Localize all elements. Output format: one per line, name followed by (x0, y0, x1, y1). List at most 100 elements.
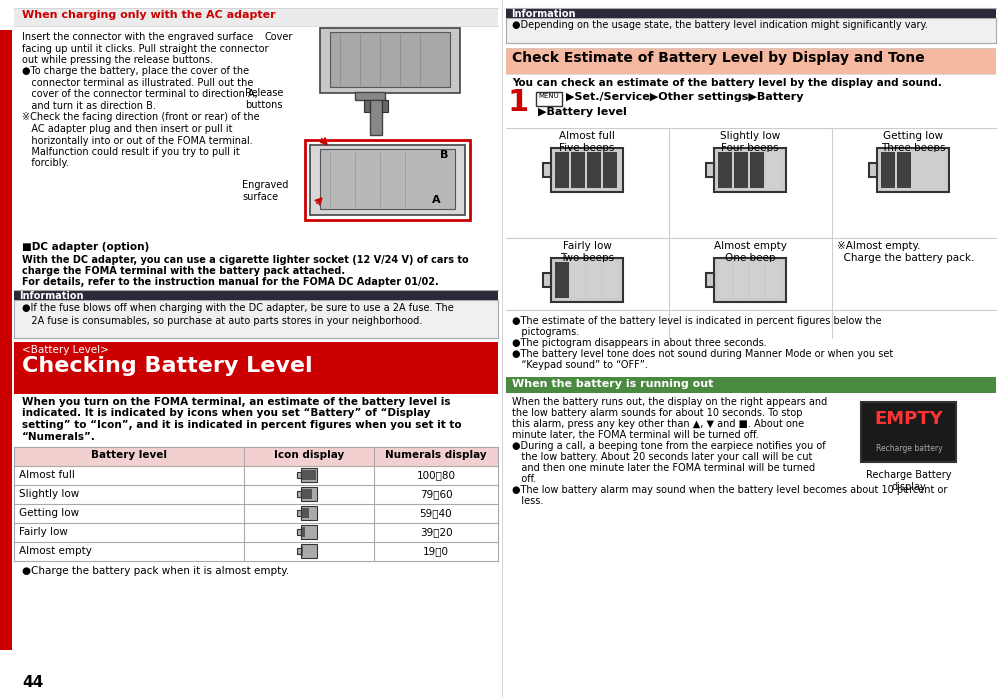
Text: ■DC adapter (option): ■DC adapter (option) (22, 242, 149, 252)
Text: pictograms.: pictograms. (512, 327, 579, 337)
Bar (14, 485, 497, 504)
Text: MENU: MENU (538, 93, 559, 99)
Text: ▶Set./Service▶Other settings▶Battery: ▶Set./Service▶Other settings▶Battery (566, 92, 802, 102)
Bar (717, 152, 731, 188)
Bar (305, 140, 469, 220)
Bar (543, 163, 551, 177)
Text: ※Almost empty.
  Charge the battery pack.: ※Almost empty. Charge the battery pack. (837, 241, 973, 263)
Text: Fairly low: Fairly low (19, 527, 68, 537)
Bar (877, 148, 948, 192)
Bar (587, 152, 601, 188)
Bar (14, 342, 497, 394)
Text: Numerals display: Numerals display (385, 450, 486, 460)
Bar (14, 300, 497, 338)
Bar (861, 402, 955, 462)
Bar (320, 149, 454, 209)
Text: Before Using the Handset: Before Using the Handset (1, 275, 10, 406)
Bar (301, 544, 317, 558)
Bar (713, 258, 785, 302)
Bar (765, 152, 779, 188)
Bar (297, 491, 301, 497)
Text: Release
buttons: Release buttons (245, 88, 283, 110)
Bar (0, 30, 12, 650)
Bar (603, 262, 617, 298)
Text: Getting low: Getting low (19, 508, 79, 518)
Bar (355, 92, 384, 100)
Text: Almost empty
One beep: Almost empty One beep (713, 241, 785, 263)
Text: charge the FOMA terminal with the battery pack attached.: charge the FOMA terminal with the batter… (22, 266, 345, 276)
Text: forcibly.: forcibly. (22, 158, 69, 169)
Bar (733, 152, 747, 188)
Bar (705, 163, 713, 177)
Text: Checking Battery Level: Checking Battery Level (22, 356, 312, 376)
Text: 100～80: 100～80 (416, 470, 455, 480)
Text: ●During a call, a beeping tone from the earpiece notifies you of: ●During a call, a beeping tone from the … (512, 441, 824, 451)
Bar (571, 262, 585, 298)
Text: You can check an estimate of the battery level by the display and sound.: You can check an estimate of the battery… (512, 78, 941, 88)
Text: cover of the connector terminal to direction A,: cover of the connector terminal to direc… (22, 89, 258, 100)
Text: Malfunction could result if you try to pull it: Malfunction could result if you try to p… (22, 147, 240, 157)
Bar (536, 92, 562, 106)
Bar (302, 508, 309, 518)
Text: Almost full
Five beeps: Almost full Five beeps (559, 131, 614, 153)
Text: <Battery Level>: <Battery Level> (22, 345, 108, 355)
Bar (302, 470, 316, 480)
Text: Check Estimate of Battery Level by Display and Tone: Check Estimate of Battery Level by Displ… (512, 51, 924, 65)
Bar (14, 290, 497, 300)
Text: ●To charge the battery, place the cover of the: ●To charge the battery, place the cover … (22, 66, 249, 77)
Text: Insert the connector with the engraved surface: Insert the connector with the engraved s… (22, 32, 253, 42)
Text: less.: less. (512, 496, 543, 506)
Text: connector terminal as illustrated. Pull out the: connector terminal as illustrated. Pull … (22, 78, 253, 88)
Bar (301, 506, 317, 520)
Bar (765, 262, 779, 298)
Text: 44: 44 (22, 675, 43, 690)
Text: 39～20: 39～20 (419, 527, 452, 537)
Bar (543, 273, 551, 287)
Text: ●Depending on the usage state, the battery level indication might significantly : ●Depending on the usage state, the batte… (512, 20, 927, 30)
Text: and turn it as direction B.: and turn it as direction B. (22, 101, 155, 111)
Text: and then one minute later the FOMA terminal will be turned: and then one minute later the FOMA termi… (512, 463, 814, 473)
Bar (749, 262, 763, 298)
Bar (506, 48, 995, 74)
Text: ●If the fuse blows off when charging with the DC adapter, be sure to use a 2A fu: ●If the fuse blows off when charging wit… (22, 303, 453, 313)
Bar (587, 262, 601, 298)
Text: When the battery is running out: When the battery is running out (512, 379, 713, 389)
Text: Almost full: Almost full (19, 470, 75, 480)
Bar (301, 487, 317, 501)
Text: setting” to “Icon”, and it is indicated in percent figures when you set it to: setting” to “Icon”, and it is indicated … (22, 420, 461, 430)
Text: 59～40: 59～40 (419, 508, 452, 518)
Bar (571, 152, 585, 188)
Bar (506, 377, 995, 393)
Text: Getting low
Three beeps: Getting low Three beeps (880, 131, 944, 153)
Text: Information: Information (19, 291, 83, 301)
Bar (869, 163, 877, 177)
Bar (506, 18, 995, 43)
Text: this alarm, press any key other than ▲, ▼ and ■. About one: this alarm, press any key other than ▲, … (512, 419, 803, 429)
Bar (302, 489, 312, 499)
Bar (297, 472, 301, 478)
Text: 19～0: 19～0 (422, 546, 448, 556)
Bar (14, 8, 497, 26)
Text: minute later, the FOMA terminal will be turned off.: minute later, the FOMA terminal will be … (512, 430, 758, 440)
Text: Battery level: Battery level (91, 450, 166, 460)
Text: When you turn on the FOMA terminal, an estimate of the battery level is: When you turn on the FOMA terminal, an e… (22, 397, 450, 407)
Bar (713, 148, 785, 192)
Text: Engraved
surface: Engraved surface (242, 180, 288, 202)
Text: ●The low battery alarm may sound when the battery level becomes about 10 percent: ●The low battery alarm may sound when th… (512, 485, 947, 495)
Bar (749, 152, 763, 188)
Text: Fairly low
Two beeps: Fairly low Two beeps (560, 241, 614, 263)
Bar (330, 32, 449, 87)
Bar (310, 145, 464, 215)
Text: Slightly low: Slightly low (19, 489, 79, 499)
Text: the low battery. About 20 seconds later your call will be cut: the low battery. About 20 seconds later … (512, 452, 811, 462)
Bar (370, 100, 381, 135)
Text: 79～60: 79～60 (419, 489, 452, 499)
Text: Cover: Cover (265, 32, 293, 42)
Text: When the battery runs out, the display on the right appears and: When the battery runs out, the display o… (512, 397, 826, 407)
Text: Slightly low
Four beeps: Slightly low Four beeps (719, 131, 779, 153)
Text: With the DC adapter, you can use a cigarette lighter socket (12 V/24 V) of cars : With the DC adapter, you can use a cigar… (22, 255, 468, 265)
Text: “Keypad sound” to “OFF”.: “Keypad sound” to “OFF”. (512, 360, 647, 370)
Text: B: B (439, 150, 448, 160)
Text: off.: off. (512, 474, 536, 484)
Text: facing up until it clicks. Pull straight the connector: facing up until it clicks. Pull straight… (22, 43, 268, 54)
